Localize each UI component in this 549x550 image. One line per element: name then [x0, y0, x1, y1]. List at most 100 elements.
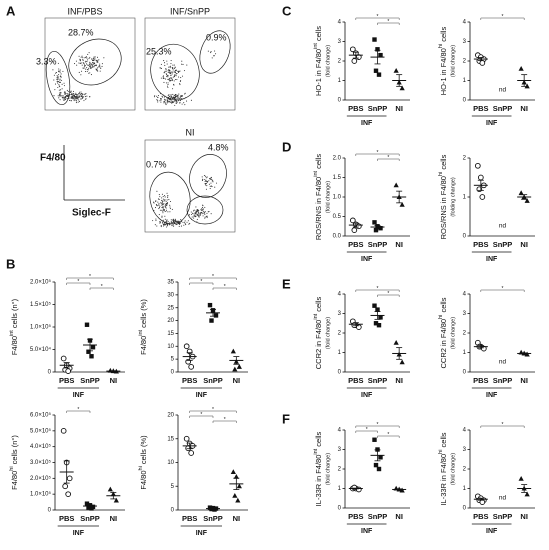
- x-tick-label: SnPP: [80, 514, 100, 523]
- flow-dot: [82, 62, 84, 64]
- significance-bracket: [189, 282, 214, 285]
- data-point: [376, 72, 382, 77]
- flow-dot: [63, 99, 65, 102]
- flow-dot: [80, 98, 82, 100]
- data-point: [230, 469, 236, 474]
- flow-dot: [53, 79, 55, 81]
- data-point: [378, 455, 383, 460]
- flow-dot: [167, 195, 169, 197]
- flow-dot: [82, 59, 84, 61]
- flow-dot: [88, 52, 90, 54]
- flow-dot: [166, 222, 168, 225]
- x-tick-label: SnPP: [80, 376, 100, 385]
- flow-dot: [77, 96, 79, 98]
- flow-dot: [77, 97, 79, 99]
- data-point: [474, 162, 481, 169]
- flow-dot: [197, 213, 199, 215]
- flow-dot: [99, 70, 101, 72]
- flow-dot: [178, 225, 180, 227]
- flow-dot: [187, 220, 189, 222]
- flow-dot: [85, 56, 87, 58]
- flow-dot: [96, 68, 98, 70]
- flow-dot: [176, 101, 178, 103]
- flow-dot: [69, 99, 71, 102]
- flow-dot: [162, 195, 164, 198]
- flow-dot: [183, 98, 185, 100]
- flow-dot: [166, 63, 168, 65]
- flow-dot: [85, 98, 87, 100]
- flow-dot: [61, 97, 63, 99]
- flow-dot: [201, 207, 203, 209]
- flow-dot: [74, 98, 76, 100]
- flow-dot: [99, 65, 101, 67]
- group-label: INF: [486, 528, 498, 535]
- flow-dot: [180, 225, 183, 227]
- flow-dot: [58, 68, 60, 70]
- y-axis-label: CCR2 in F4/80hi cells: [438, 297, 448, 368]
- flow-dot: [162, 76, 164, 78]
- significance-bracket: [66, 282, 91, 285]
- flow-dot: [91, 62, 94, 64]
- flow-dot: [97, 70, 99, 72]
- data-point: [477, 174, 484, 181]
- flow-dot: [164, 64, 166, 66]
- flow-dot: [70, 100, 72, 102]
- flow-dot: [77, 94, 79, 96]
- flow-dot: [189, 222, 191, 225]
- flow-dot: [158, 208, 160, 210]
- flow-dot: [174, 99, 176, 102]
- x-tick-label: NI: [233, 376, 241, 385]
- y-tick-label: 3: [463, 447, 467, 453]
- flow-dot: [75, 102, 77, 104]
- flow-dot: [182, 63, 184, 66]
- flow-dot: [76, 95, 78, 98]
- flow-dot: [174, 75, 176, 77]
- flow-dot: [167, 71, 169, 73]
- y-axis-label-sup: hi: [438, 315, 444, 319]
- flow-dot: [165, 203, 167, 205]
- flow-dot: [185, 224, 187, 226]
- y-axis-label-part: cells: [314, 154, 323, 171]
- flow-dot: [172, 225, 175, 227]
- flow-dot: [58, 81, 60, 83]
- flow-dot: [64, 96, 66, 98]
- flow-dot: [179, 70, 181, 72]
- gate: [150, 43, 200, 101]
- flow-dot: [164, 62, 166, 64]
- flow-dot: [81, 93, 83, 95]
- group-label: INF: [361, 528, 373, 535]
- flow-dot: [96, 56, 99, 58]
- flow-dot: [164, 206, 167, 208]
- data-point: [86, 505, 91, 510]
- flow-dot: [172, 97, 174, 99]
- flow-dot: [166, 74, 168, 76]
- flow-dot: [168, 98, 170, 100]
- flow-dot: [172, 218, 175, 220]
- flow-dot: [162, 198, 164, 200]
- x-tick-label: SnPP: [368, 512, 388, 521]
- flow-dot: [68, 94, 70, 96]
- significance-bracket: [377, 158, 400, 161]
- flow-dot: [154, 207, 157, 209]
- flow-dot: [163, 194, 166, 197]
- data-point: [84, 501, 90, 506]
- flow-dot: [174, 219, 177, 221]
- y-tick-label: 4: [338, 428, 342, 434]
- significance-label: *: [89, 274, 91, 280]
- flow-dot: [165, 210, 167, 213]
- group-label: INF: [361, 392, 373, 399]
- y-tick-label: 10: [167, 344, 174, 350]
- data-point: [90, 345, 96, 350]
- flow-dot: [73, 95, 75, 98]
- y-tick-label: 1.0×10⁵: [30, 324, 52, 331]
- flow-dot: [160, 67, 162, 69]
- flow-dot: [80, 56, 82, 58]
- flow-dot: [60, 92, 62, 94]
- flow-dot: [172, 68, 174, 70]
- flow-dot: [173, 220, 175, 222]
- flow-dot: [183, 224, 185, 226]
- panel-label: D: [282, 139, 291, 154]
- flow-dot: [80, 62, 82, 64]
- flow-dot: [164, 95, 166, 97]
- flow-dot: [70, 90, 72, 92]
